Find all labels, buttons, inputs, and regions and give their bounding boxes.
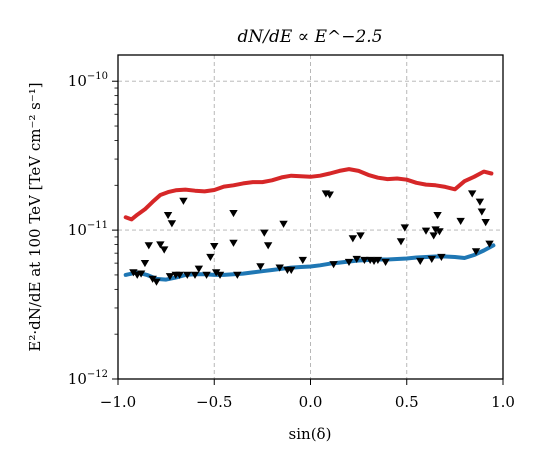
upper-limit-marker <box>427 255 436 263</box>
upper-limit-marker <box>140 259 150 268</box>
marker-layer <box>129 190 494 286</box>
upper-limit-marker <box>144 242 153 250</box>
upper-limit-marker <box>421 227 431 235</box>
upper-limit-marker <box>279 220 288 228</box>
upper-limit-marker <box>190 271 200 279</box>
upper-limit-marker <box>256 263 265 271</box>
upper-limit-marker <box>136 270 146 278</box>
upper-limit-marker <box>152 278 161 286</box>
upper-limit-marker <box>156 241 165 249</box>
upper-limit-marker <box>215 271 225 279</box>
upper-limit-marker <box>435 228 444 236</box>
upper-limit-marker <box>165 273 175 281</box>
upper-limit-marker <box>360 256 369 264</box>
upper-limit-marker <box>437 253 446 261</box>
upper-limit-marker <box>431 226 440 234</box>
upper-limit-marker <box>263 242 273 250</box>
upper-limit-marker <box>298 256 307 264</box>
y-axis-label: E²·dN/dE at 100 TeV [TeV cm⁻² s⁻¹] <box>26 82 44 351</box>
upper-limit-marker <box>260 229 269 237</box>
upper-limit-marker <box>352 255 361 263</box>
upper-limit-marker <box>129 269 138 277</box>
upper-limit-marker <box>468 190 477 198</box>
upper-limit-marker <box>275 264 284 272</box>
upper-limit-marker <box>475 198 485 206</box>
x-tick-label: 0.5 <box>395 393 419 411</box>
upper-limit-marker <box>210 243 219 251</box>
upper-limit-marker <box>163 212 173 220</box>
upper-limit-marker <box>194 265 204 273</box>
upper-limit-marker <box>485 240 494 248</box>
upper-limit-marker <box>325 191 334 199</box>
upper-limit-marker <box>229 209 238 218</box>
upper-limit-marker <box>416 257 425 266</box>
upper-limit-marker <box>148 275 157 283</box>
series-line-1 <box>123 167 494 222</box>
upper-limit-marker <box>433 212 442 220</box>
x-axis-label: sin(δ) <box>289 425 332 443</box>
upper-limit-marker <box>429 232 438 240</box>
upper-limit-marker <box>229 239 238 247</box>
upper-limit-marker <box>211 269 221 277</box>
upper-limit-marker <box>183 271 192 279</box>
upper-limit-marker <box>233 271 242 279</box>
upper-limit-marker <box>456 217 465 226</box>
upper-limit-marker <box>477 208 487 216</box>
x-tick-label: −0.5 <box>196 393 232 411</box>
upper-limit-marker <box>175 271 184 279</box>
upper-limit-marker <box>396 238 406 246</box>
chart-title: dN/dE ∝ E^−2.5 <box>237 27 382 47</box>
upper-limit-marker <box>202 271 211 279</box>
x-tick-label: 0.0 <box>299 393 323 411</box>
upper-limit-marker <box>206 253 215 261</box>
upper-limit-marker <box>287 266 296 274</box>
grid-layer <box>118 55 503 379</box>
upper-limit-marker <box>471 248 481 256</box>
upper-limit-marker <box>400 224 410 232</box>
upper-limit-marker <box>329 261 338 269</box>
upper-limit-marker <box>481 219 490 227</box>
upper-limit-marker <box>381 258 390 267</box>
upper-limit-marker <box>344 258 354 267</box>
upper-limit-marker <box>348 235 358 243</box>
upper-limit-marker <box>373 256 383 264</box>
upper-limit-marker <box>179 197 188 205</box>
upper-limit-marker <box>167 220 177 228</box>
x-tick-label: −1.0 <box>100 393 136 411</box>
x-tick-label: 1.0 <box>491 393 515 411</box>
upper-limit-marker <box>356 232 365 240</box>
upper-limit-marker <box>160 246 169 254</box>
